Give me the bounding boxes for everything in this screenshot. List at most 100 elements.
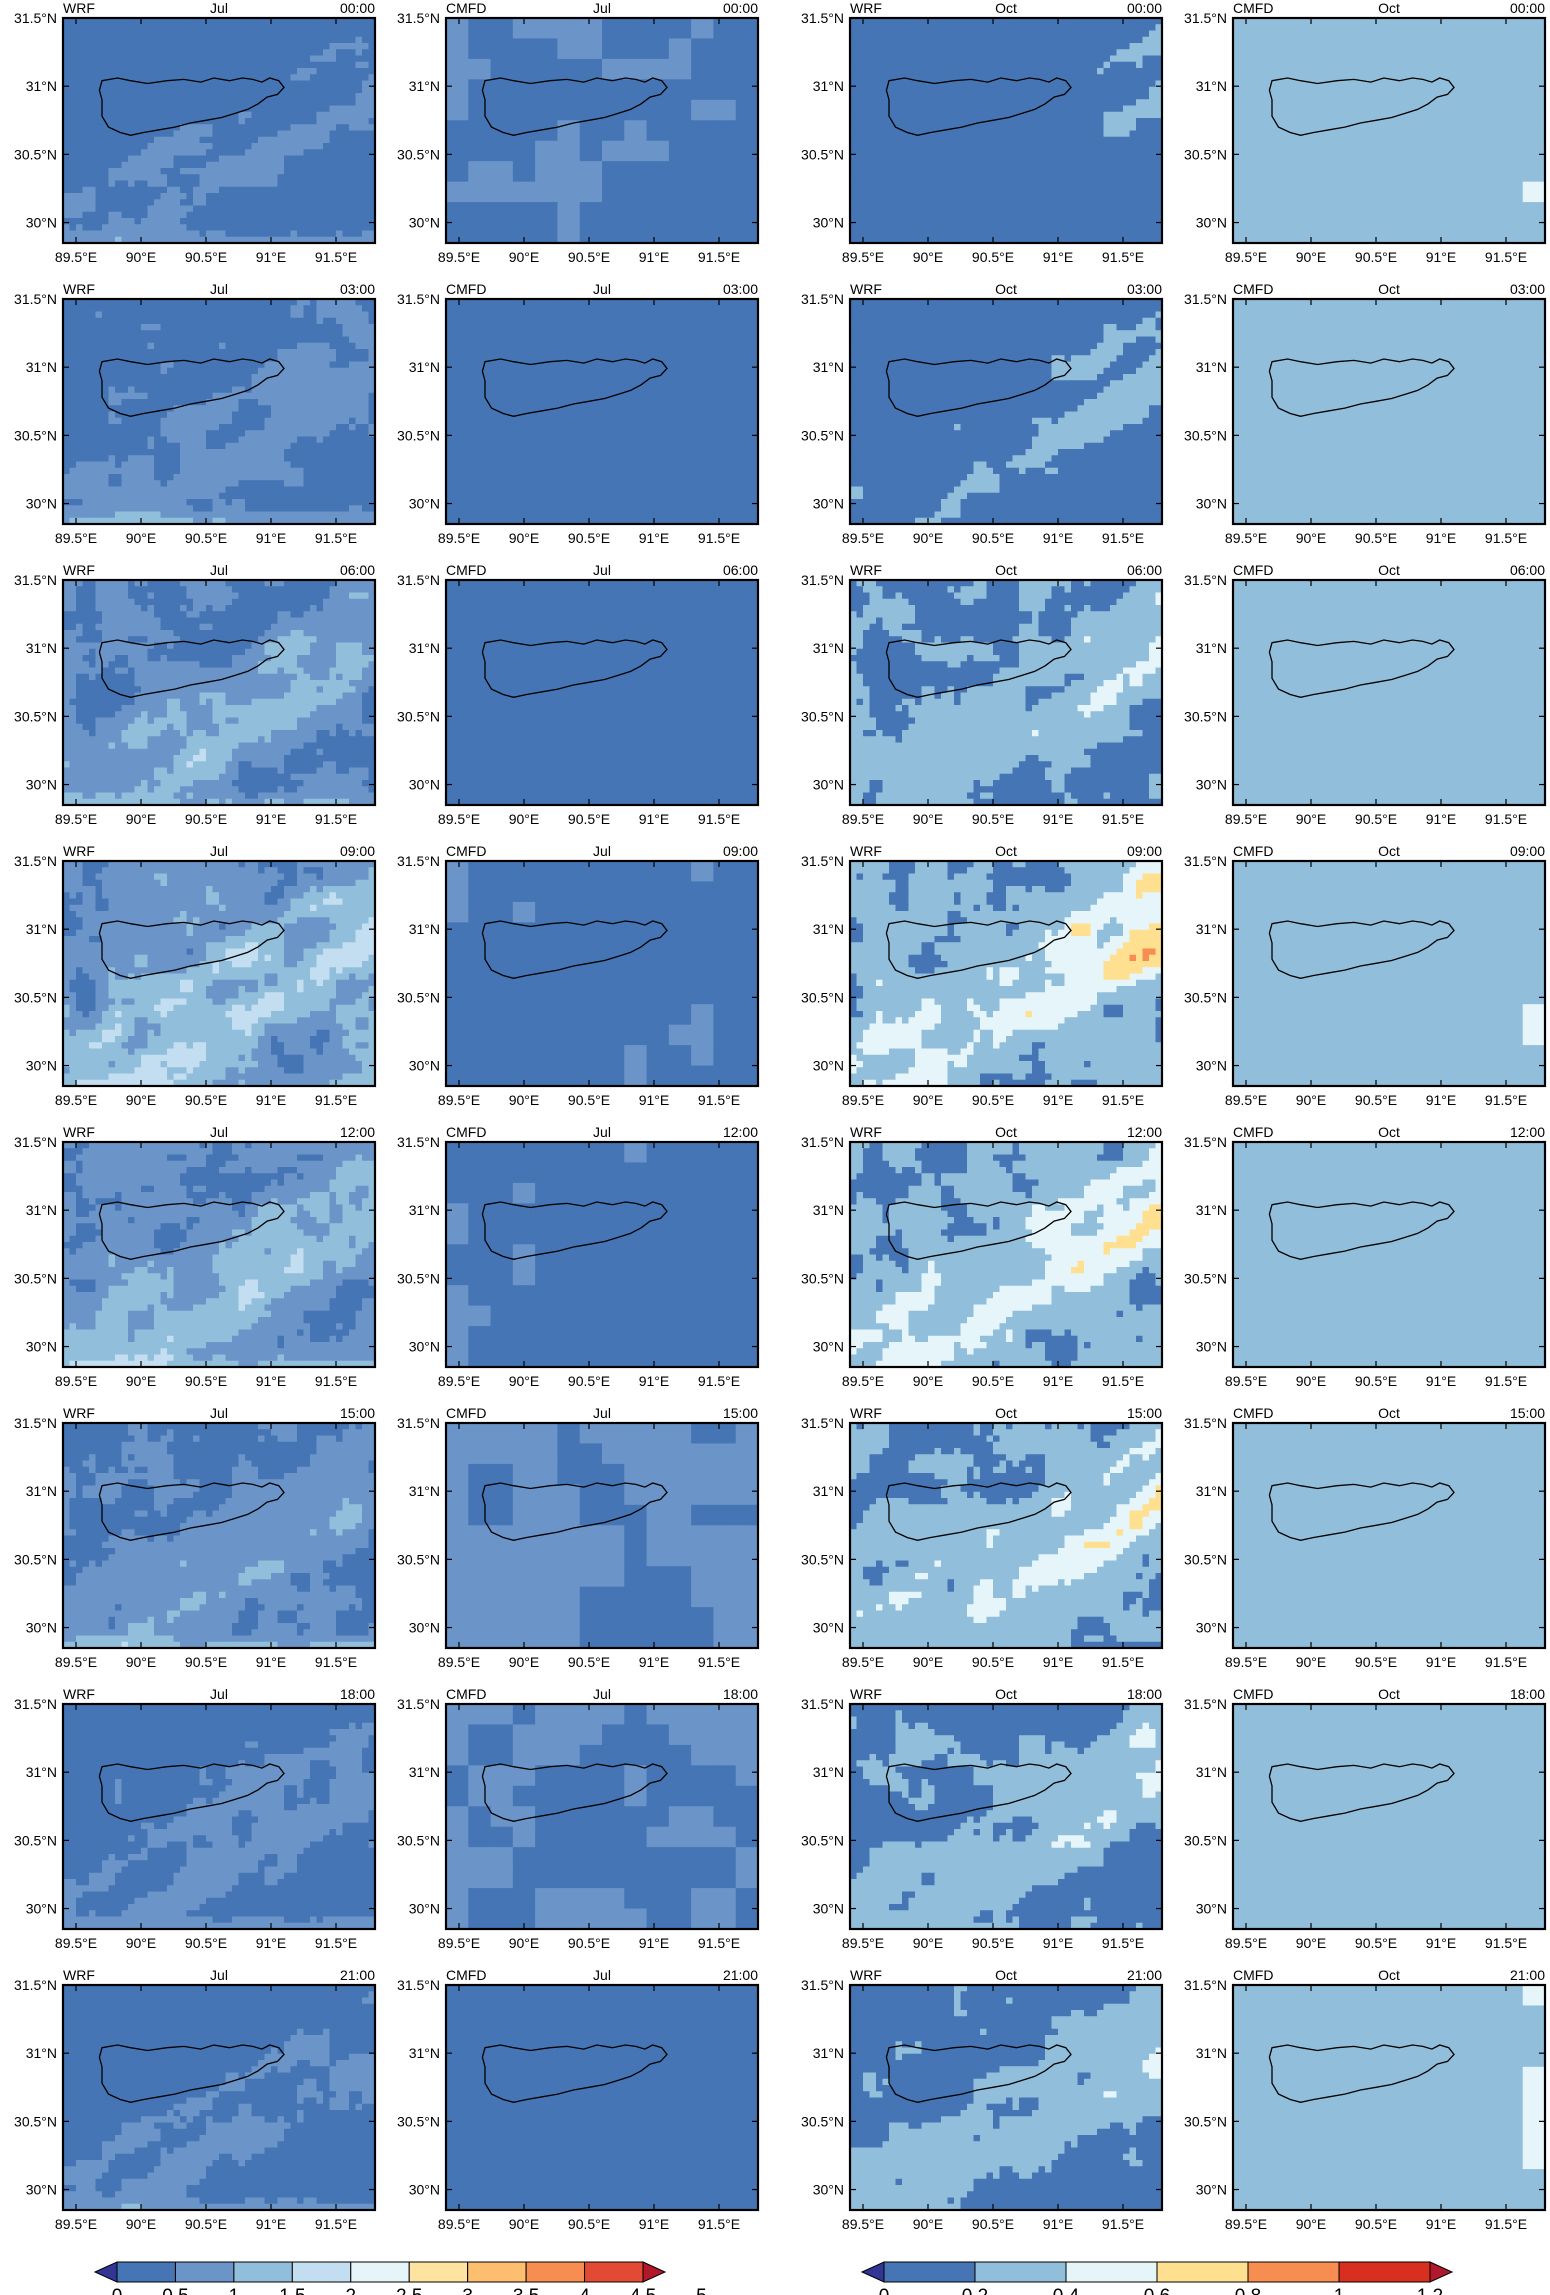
grid-cell (95, 143, 103, 150)
grid-cell (115, 193, 123, 200)
grid-cell (232, 342, 240, 350)
grid-cell (928, 186, 936, 194)
grid-cell (95, 336, 103, 344)
grid-cell (147, 93, 155, 100)
grid-cell (1097, 199, 1105, 207)
grid-cell (902, 149, 910, 157)
grid-cell (934, 205, 942, 213)
grid-cell (323, 355, 331, 363)
grid-cell (967, 30, 975, 38)
grid-cell (167, 149, 175, 157)
grid-cell (271, 417, 279, 425)
grid-cell (115, 99, 123, 107)
grid-cell (934, 136, 942, 144)
grid-cell (362, 36, 370, 44)
grid-cell (225, 43, 233, 50)
grid-cell (1455, 58, 1479, 80)
grid-cell (856, 236, 864, 243)
grid-cell (154, 236, 162, 243)
grid-cell (735, 120, 758, 142)
grid-cell (89, 61, 97, 69)
grid-cell (1045, 174, 1053, 182)
grid-cell (490, 161, 514, 183)
grid-cell (863, 155, 871, 163)
grid-cell (941, 205, 949, 213)
grid-cell (219, 342, 227, 350)
grid-cell (108, 330, 116, 338)
grid-cell (271, 168, 279, 175)
grid-cell (850, 143, 858, 150)
grid-cell (251, 392, 259, 400)
grid-cell (1019, 74, 1027, 82)
grid-cell (245, 43, 253, 50)
grid-cell (180, 74, 188, 82)
grid-cell (1051, 74, 1059, 82)
grid-cell (76, 61, 84, 69)
grid-cell (342, 74, 350, 82)
grid-cell (1322, 181, 1346, 203)
grid-cell (535, 18, 559, 40)
grid-cell (915, 155, 923, 163)
grid-cell (1012, 105, 1020, 113)
grid-cell (316, 299, 324, 306)
grid-cell (89, 193, 97, 200)
grid-cell (180, 174, 188, 182)
grid-cell (557, 161, 581, 183)
grid-cell (882, 93, 890, 100)
grid-cell (1142, 43, 1150, 50)
grid-cell (915, 161, 923, 169)
grid-cell (323, 143, 331, 150)
grid-cell (186, 311, 194, 319)
grid-cell (980, 74, 988, 82)
grid-cell (1025, 230, 1033, 238)
grid-cell (316, 130, 324, 138)
grid-cell (342, 374, 350, 381)
grid-cell (336, 386, 344, 394)
grid-cell (1006, 86, 1014, 94)
grid-cell (1038, 180, 1046, 188)
grid-cell (999, 211, 1007, 219)
grid-cell (206, 342, 214, 350)
grid-cell (277, 136, 285, 144)
grid-cell (986, 111, 994, 119)
grid-cell (980, 80, 988, 88)
grid-cell (999, 193, 1007, 200)
grid-cell (141, 61, 149, 69)
grid-cell (225, 136, 233, 144)
grid-cell (1019, 143, 1027, 150)
grid-cell (186, 18, 194, 25)
grid-cell (329, 74, 337, 82)
grid-cell (147, 43, 155, 50)
grid-cell (329, 68, 337, 75)
grid-cell (1012, 43, 1020, 50)
grid-cell (154, 68, 162, 75)
grid-cell (468, 202, 492, 224)
grid-cell (264, 111, 272, 119)
grid-cell (173, 211, 181, 219)
grid-cell (186, 324, 194, 331)
grid-cell (199, 317, 207, 325)
grid-cell (986, 149, 994, 157)
grid-cell (1142, 230, 1150, 238)
grid-cell (368, 143, 375, 150)
grid-cell (251, 149, 259, 157)
grid-cell (713, 181, 737, 203)
grid-cell (1071, 105, 1079, 113)
grid-cell (180, 205, 188, 213)
grid-cell (82, 130, 90, 138)
grid-cell (134, 111, 142, 119)
grid-cell (284, 342, 292, 350)
grid-cell (173, 392, 181, 400)
grid-cell (258, 18, 266, 25)
grid-cell (1344, 38, 1368, 60)
grid-cell (199, 124, 207, 132)
grid-cell (928, 136, 936, 144)
grid-cell (973, 186, 981, 194)
grid-cell (82, 211, 90, 219)
grid-cell (1071, 186, 1079, 194)
grid-cell (199, 311, 207, 319)
grid-cell (76, 367, 84, 375)
grid-cell (329, 417, 337, 425)
grid-cell (960, 211, 968, 219)
grid-cell (186, 68, 194, 75)
